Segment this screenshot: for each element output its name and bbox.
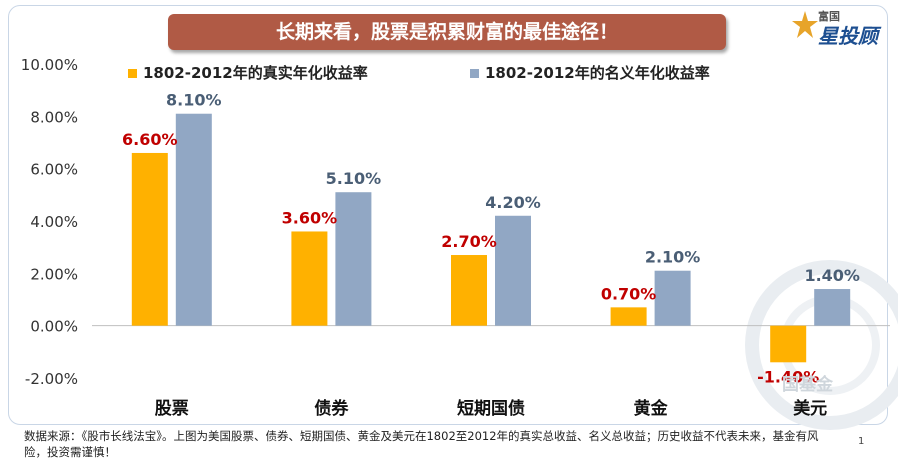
legend-swatch-nominal [470, 69, 479, 78]
x-category-label: 黄金 [634, 398, 669, 419]
y-tick-label: -2.00% [25, 370, 78, 388]
x-category-label: 美元 [793, 398, 827, 419]
data-label-nominal: 2.10% [645, 248, 701, 267]
x-category-label: 债券 [314, 398, 349, 419]
data-label-nominal: 4.20% [485, 193, 541, 212]
bar-nominal-return [335, 192, 372, 326]
bar-nominal-return [495, 215, 531, 326]
data-label-nominal: 1.40% [804, 266, 860, 285]
y-tick-label: 2.00% [30, 265, 78, 283]
bar-real-return [291, 231, 328, 326]
chart-title: 长期来看，股票是积累财富的最佳途径！ [168, 14, 726, 50]
data-label-real: 3.60% [282, 208, 338, 227]
brand-logo: 富国 星投顾 [792, 4, 888, 50]
legend-item-real: 1802-2012年的真实年化收益率 [128, 62, 368, 83]
y-tick-label: 0.00% [30, 318, 78, 336]
y-tick-label: 8.00% [30, 108, 78, 126]
data-label-real: 0.70% [601, 284, 657, 303]
legend-item-nominal: 1802-2012年的名义年化收益率 [470, 62, 710, 83]
legend-swatch-real [128, 69, 137, 78]
bar-real-return [610, 307, 647, 326]
legend-label-nominal: 1802-2012年的名义年化收益率 [485, 64, 710, 82]
logo-top-text: 富国 [818, 10, 840, 23]
logo-main-text: 星投顾 [818, 24, 878, 48]
watermark-text: 国基金 [782, 375, 833, 395]
bar-nominal-return [175, 113, 212, 326]
page-number: 1 [858, 436, 865, 447]
data-label-nominal: 5.10% [326, 169, 382, 188]
star-icon [792, 11, 818, 38]
bar-nominal-return [654, 270, 691, 326]
bar-real-return [451, 255, 487, 326]
y-tick-label: 6.00% [30, 161, 78, 179]
y-tick-label: 4.00% [30, 213, 78, 231]
bar-nominal-return [814, 289, 851, 326]
data-label-real: 6.60% [122, 130, 178, 149]
data-label-nominal: 8.10% [166, 91, 222, 110]
data-label-real: -1.40% [757, 367, 819, 386]
x-category-label: 短期国债 [457, 398, 525, 419]
legend-label-real: 1802-2012年的真实年化收益率 [143, 64, 368, 82]
bar-real-return [770, 325, 807, 363]
x-category-label: 股票 [155, 399, 189, 419]
data-label-real: 2.70% [441, 232, 497, 251]
bar-real-return [131, 152, 168, 326]
source-note: 数据来源：《股市长线法宝》。上图为美国股票、债券、短期国债、黄金及美元在1802… [24, 429, 819, 459]
y-tick-label: 10.00% [21, 56, 78, 74]
